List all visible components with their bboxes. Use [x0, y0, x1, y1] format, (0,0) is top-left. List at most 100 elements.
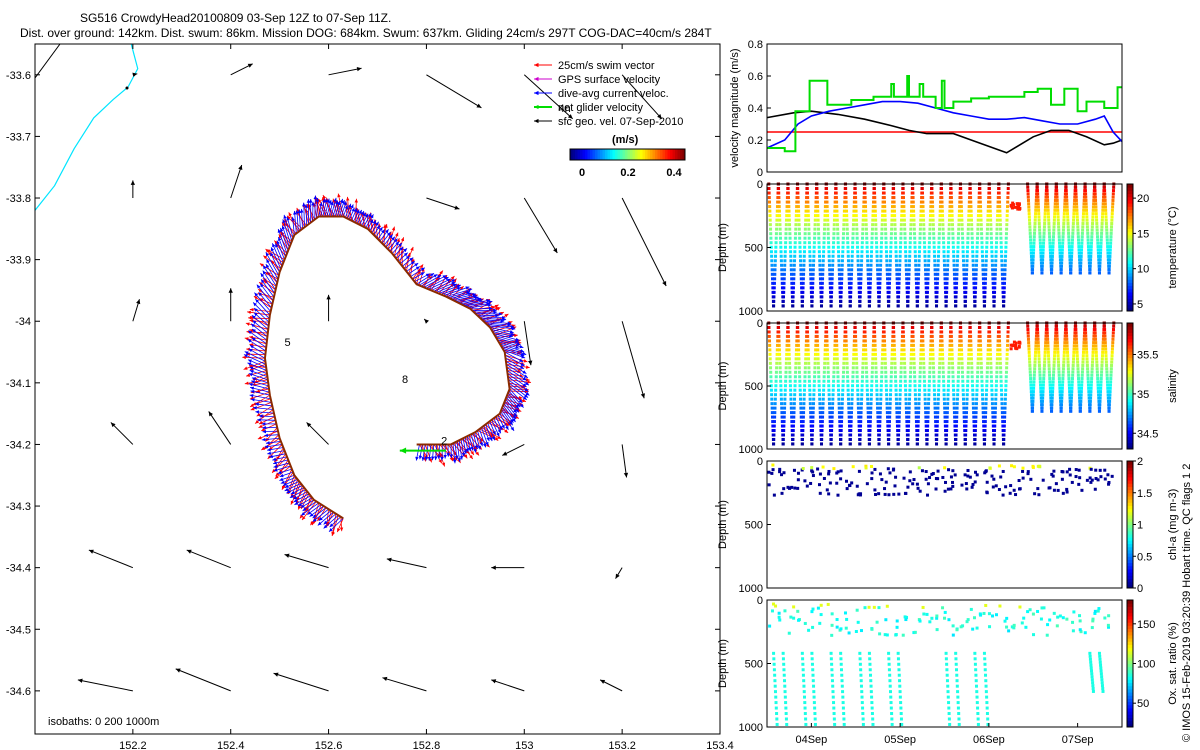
section-point — [917, 393, 921, 397]
section-point — [1053, 198, 1057, 202]
section-point — [1108, 254, 1112, 258]
section-point — [836, 227, 840, 231]
section-point — [772, 281, 776, 285]
section-point — [844, 196, 848, 200]
section-point — [788, 366, 792, 370]
section-point — [1067, 373, 1071, 377]
dac-vector-head — [273, 461, 278, 465]
section-point — [795, 343, 799, 347]
section-point — [998, 214, 1002, 218]
section-point — [983, 424, 987, 428]
dac-vector-head — [486, 437, 490, 442]
section-point — [1032, 383, 1036, 387]
section-point — [1065, 205, 1069, 209]
dac-vector-head — [372, 220, 377, 225]
section-point — [827, 250, 831, 254]
colorbar-cell — [615, 149, 618, 160]
section-point — [1041, 258, 1045, 262]
section-point — [933, 415, 937, 419]
section-point — [956, 250, 960, 254]
section-point — [868, 424, 872, 428]
section-point — [1026, 324, 1030, 328]
section-point — [960, 209, 964, 213]
section-point — [877, 442, 881, 446]
dac-vector-head — [253, 302, 257, 307]
section-point — [1065, 341, 1069, 345]
section-point — [1067, 248, 1071, 252]
section-point — [1075, 341, 1079, 345]
section-point — [922, 227, 926, 231]
swim-vector-head — [246, 347, 250, 352]
section-point — [949, 191, 953, 195]
colorbar-cell — [595, 149, 598, 160]
section-point — [999, 250, 1003, 254]
section-point — [1070, 383, 1074, 387]
section-point — [861, 227, 865, 231]
section-point — [1087, 254, 1091, 258]
section-point — [817, 375, 821, 379]
section-point — [994, 263, 998, 267]
section-point — [880, 361, 884, 365]
section-point — [1053, 208, 1057, 212]
section-point — [1005, 214, 1009, 218]
swim-vector-head — [281, 485, 286, 490]
section-point — [1031, 251, 1035, 255]
section-point — [1050, 268, 1054, 272]
section-point — [911, 196, 915, 200]
section-point — [909, 214, 913, 218]
section-point — [941, 218, 945, 222]
dac-vector-head — [418, 455, 423, 460]
section-point — [996, 209, 1000, 213]
section-point — [1056, 208, 1060, 212]
section-point — [829, 442, 833, 446]
dac-vector-head — [300, 504, 305, 508]
section-point — [955, 272, 959, 276]
section-point — [1082, 208, 1086, 212]
section-point — [836, 236, 840, 240]
section-point — [990, 245, 994, 249]
section-point — [953, 420, 957, 424]
section-point — [837, 268, 841, 272]
section-point — [919, 343, 923, 347]
section-point — [960, 348, 964, 352]
section-point — [1026, 334, 1030, 338]
dac-vector-head — [509, 330, 514, 334]
section-point — [1004, 236, 1008, 240]
section-point — [769, 227, 773, 231]
section-point — [863, 196, 867, 200]
section-point — [878, 411, 882, 415]
section-point — [1098, 261, 1102, 265]
section-point — [933, 277, 937, 281]
section-point — [855, 370, 859, 374]
section-point — [1061, 383, 1065, 387]
section-point — [797, 232, 801, 236]
dac-vector-head — [251, 315, 256, 319]
section-point — [930, 325, 934, 329]
section-point — [786, 196, 790, 200]
section-point — [780, 411, 784, 415]
section-point — [799, 411, 803, 415]
section-point — [1009, 203, 1013, 207]
section-point — [1033, 222, 1037, 226]
section-point — [887, 429, 891, 433]
section-point — [976, 236, 980, 240]
section-point — [1089, 245, 1093, 249]
section-colorbar-cell — [1127, 285, 1133, 290]
section-point — [945, 415, 949, 419]
section-point — [928, 357, 932, 361]
dac-vector — [480, 317, 507, 321]
section-point — [806, 348, 810, 352]
section-point — [991, 411, 995, 415]
section-point — [791, 286, 795, 290]
section-point — [854, 200, 858, 204]
section-point — [841, 241, 845, 245]
section-point — [1084, 205, 1088, 209]
section-point — [773, 397, 777, 401]
section-point — [1006, 205, 1010, 209]
section-point — [1029, 386, 1033, 390]
section-point — [942, 254, 946, 258]
section-point — [1076, 225, 1080, 229]
section-point — [813, 370, 817, 374]
dac-vector-head — [263, 265, 267, 270]
